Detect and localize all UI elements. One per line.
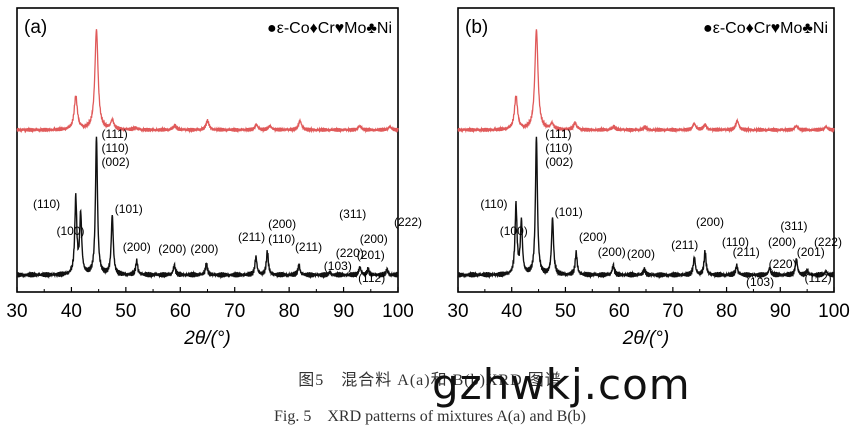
peak-annotation: (311) — [780, 219, 807, 233]
legend-entry: ●ε-Co — [267, 20, 310, 37]
peak-annotation: (110) — [102, 141, 129, 155]
x-tick-label: 100 — [382, 301, 414, 322]
x-tick-label: 70 — [224, 301, 245, 322]
panel-label: (b) — [465, 17, 488, 38]
x-axis-title: 2θ/(°) — [183, 328, 230, 349]
peak-annotation: (200) — [360, 232, 388, 246]
peak-annotation: (311) — [339, 207, 366, 221]
legend-entry: ♣Ni — [802, 20, 828, 37]
peak-annotation: (201) — [797, 245, 825, 259]
peak-annotation: (200) — [158, 242, 186, 256]
peak-annotation: (220) — [336, 246, 364, 260]
x-tick-label: 70 — [662, 301, 683, 322]
peak-annotation: (112) — [805, 271, 832, 285]
peak-annotation: (112) — [358, 271, 385, 285]
peak-annotation: (200) — [696, 215, 724, 229]
xrd-trace-upper — [457, 29, 835, 134]
x-tick-label: 40 — [61, 301, 82, 322]
watermark-text: gzhwkj.com — [432, 360, 691, 409]
peak-annotation: (101) — [115, 202, 143, 216]
peak-annotation: (110) — [545, 141, 572, 155]
peak-annotation: (220) — [769, 257, 797, 271]
x-tick-label: 60 — [609, 301, 630, 322]
peak-annotation: (211) — [238, 230, 265, 244]
x-tick-label: 50 — [115, 301, 136, 322]
x-tick-label: 50 — [555, 301, 576, 322]
peak-annotation: (200) — [768, 235, 796, 249]
x-tick-label: 60 — [170, 301, 191, 322]
peak-annotation: (200) — [627, 247, 655, 261]
figure-caption-en: Fig. 5 XRD patterns of mixtures A(a) and… — [274, 408, 586, 425]
peak-annotation: (211) — [295, 240, 322, 254]
legend: ●ε-Co♦Cr♥Mo♣Ni — [267, 20, 392, 37]
xrd-trace-lower — [16, 136, 399, 280]
peak-annotation: (201) — [357, 248, 385, 262]
peak-annotation: (103) — [746, 275, 774, 289]
xrd-panel-a: 30 40 50 60 70 80 90 100 2θ/(°) (a) ●ε-Co♦Cr♥Mo♣Ni… — [6, 7, 422, 349]
peak-annotation: (200) — [268, 217, 296, 231]
legend-entry: ♥Mo — [335, 20, 367, 37]
x-tick-label: 80 — [279, 301, 300, 322]
figure-caption-cn: 图5 混合料 A(a)和 B(b)XRD 图谱 — [298, 372, 562, 389]
legend-entry: ♦Cr — [746, 20, 772, 37]
x-tick-label: 30 — [6, 301, 27, 322]
peak-annotation: (222) — [394, 215, 422, 229]
x-axis-title: 2θ/(°) — [622, 328, 669, 349]
peak-annotation: (110) — [268, 232, 295, 246]
peak-annotation: (222) — [814, 235, 842, 249]
x-tick-label: 80 — [716, 301, 737, 322]
peak-annotation: (200) — [190, 242, 218, 256]
peak-annotation: (200) — [579, 230, 607, 244]
panel-label: (a) — [24, 17, 47, 38]
peak-annotation: (200) — [123, 240, 151, 254]
legend-entry: ♥Mo — [771, 20, 803, 37]
peak-annotation: (002) — [545, 155, 573, 169]
peak-annotation: (110) — [480, 197, 507, 211]
peak-annotation: (101) — [555, 205, 583, 219]
peak-annotation: (211) — [733, 245, 760, 259]
xrd-panel-b: 30 40 50 60 70 80 90 100 2θ/(°) (b) ●ε-Co♦Cr♥Mo♣Ni… — [447, 7, 850, 349]
x-tick-label: 30 — [447, 301, 468, 322]
peak-annotation: (200) — [598, 245, 626, 259]
peak-annotation: (111) — [545, 127, 571, 141]
x-tick-label: 100 — [818, 301, 850, 322]
peak-annotation: (002) — [102, 155, 130, 169]
peak-annotation: (110) — [722, 235, 749, 249]
x-tick-label: 40 — [501, 301, 522, 322]
legend: ●ε-Co♦Cr♥Mo♣Ni — [703, 20, 828, 37]
x-tick-label: 90 — [333, 301, 354, 322]
peak-annotation: (211) — [671, 238, 698, 252]
peak-annotation: (100) — [57, 224, 85, 238]
peak-annotation: (100) — [500, 224, 528, 238]
legend-entry: ●ε-Co — [703, 20, 746, 37]
legend-entry: ♦Cr — [310, 20, 336, 37]
peak-annotation: (111) — [102, 127, 128, 141]
xrd-trace-upper — [16, 29, 399, 134]
peak-annotation: (110) — [33, 197, 60, 211]
legend-entry: ♣Ni — [366, 20, 392, 37]
peak-annotation: (103) — [324, 259, 352, 273]
xrd-trace-lower — [457, 136, 835, 280]
x-tick-label: 90 — [770, 301, 791, 322]
